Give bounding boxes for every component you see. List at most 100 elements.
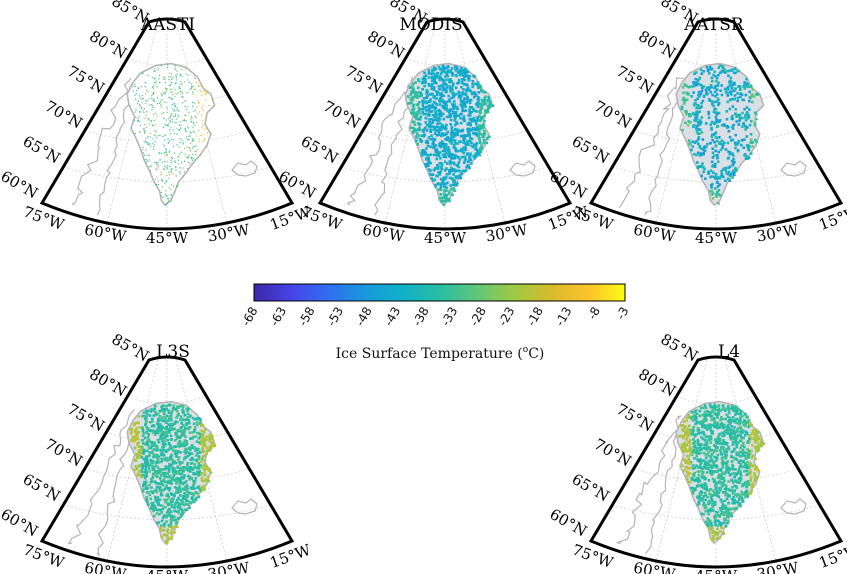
temperature-pixel bbox=[734, 484, 737, 488]
temperature-pixel bbox=[476, 81, 480, 84]
temperature-pixel bbox=[144, 465, 148, 469]
temperature-pixel bbox=[415, 139, 418, 143]
temperature-pixel bbox=[446, 181, 449, 185]
temperature-pixel bbox=[736, 434, 740, 438]
temperature-pixel bbox=[203, 471, 206, 474]
temperature-pixel bbox=[183, 492, 186, 495]
temperature-pixel bbox=[171, 78, 173, 80]
temperature-pixel bbox=[762, 442, 766, 446]
temperature-pixel bbox=[446, 136, 450, 139]
temperature-pixel bbox=[475, 155, 478, 158]
temperature-pixel bbox=[441, 124, 445, 128]
temperature-pixel bbox=[750, 464, 754, 468]
temperature-pixel bbox=[448, 176, 452, 180]
temperature-pixel bbox=[711, 408, 714, 412]
temperature-pixel bbox=[161, 180, 163, 182]
temperature-pixel bbox=[701, 86, 704, 89]
temperature-pixel bbox=[176, 122, 178, 124]
temperature-pixel bbox=[145, 99, 147, 102]
temperature-pixel bbox=[476, 118, 479, 121]
temperature-pixel bbox=[175, 437, 179, 440]
temperature-pixel bbox=[728, 494, 731, 498]
temperature-pixel bbox=[709, 456, 713, 459]
coastline bbox=[67, 409, 258, 558]
temperature-pixel bbox=[422, 106, 426, 110]
temperature-pixel bbox=[145, 419, 148, 422]
temperature-pixel bbox=[431, 70, 434, 74]
temperature-pixel bbox=[200, 485, 203, 489]
temperature-pixel bbox=[731, 501, 735, 505]
temperature-pixel bbox=[722, 175, 725, 179]
temperature-pixel bbox=[435, 129, 439, 132]
temperature-pixel bbox=[200, 134, 202, 136]
temperature-pixel bbox=[194, 132, 196, 134]
temperature-pixel bbox=[208, 104, 210, 106]
temperature-pixel bbox=[145, 458, 149, 461]
temperature-pixel bbox=[745, 126, 748, 130]
temperature-pixel bbox=[164, 81, 167, 83]
temperature-pixel bbox=[174, 449, 178, 453]
temperature-pixel bbox=[192, 147, 194, 149]
temperature-pixel bbox=[717, 150, 721, 154]
temperature-pixel bbox=[436, 174, 439, 178]
temperature-pixel bbox=[430, 110, 434, 113]
temperature-pixel bbox=[721, 146, 724, 150]
temperature-pixel bbox=[732, 472, 736, 475]
temperature-pixel bbox=[731, 125, 734, 129]
temperature-pixel bbox=[475, 102, 479, 105]
temperature-pixel bbox=[177, 442, 180, 445]
temperature-pixel bbox=[448, 172, 451, 176]
temperature-pixel bbox=[167, 416, 171, 420]
temperature-pixel bbox=[159, 100, 162, 102]
temperature-pixel bbox=[150, 417, 154, 421]
temperature-pixel bbox=[182, 494, 185, 498]
temperature-pixel bbox=[741, 498, 744, 501]
temperature-pixel bbox=[445, 167, 448, 170]
temperature-pixel bbox=[483, 103, 486, 106]
temperature-pixel bbox=[177, 477, 181, 480]
temperature-pixel bbox=[725, 413, 728, 417]
temperature-pixel bbox=[714, 136, 717, 139]
temperature-pixel bbox=[168, 431, 171, 434]
temperature-pixel bbox=[449, 115, 452, 118]
temperature-pixel bbox=[690, 476, 694, 480]
temperature-pixel bbox=[725, 468, 728, 471]
temperature-pixel bbox=[187, 125, 189, 128]
temperature-pixel bbox=[725, 448, 728, 451]
latitude-label: 70°N bbox=[591, 435, 634, 470]
temperature-pixel bbox=[715, 489, 719, 492]
temperature-pixel bbox=[466, 164, 470, 167]
temperature-pixel bbox=[710, 135, 714, 138]
temperature-pixel bbox=[157, 499, 160, 502]
temperature-pixel bbox=[443, 144, 446, 147]
temperature-pixel bbox=[710, 454, 713, 458]
temperature-pixel bbox=[462, 83, 466, 86]
temperature-pixel bbox=[149, 461, 153, 464]
temperature-pixel bbox=[482, 101, 486, 104]
temperature-pixel bbox=[691, 441, 695, 445]
temperature-pixel bbox=[182, 141, 184, 143]
temperature-pixel bbox=[686, 477, 689, 481]
temperature-pixel bbox=[193, 487, 196, 490]
temperature-pixel bbox=[159, 470, 163, 473]
temperature-pixel bbox=[189, 135, 191, 137]
colorbar-tick-label: -8 bbox=[585, 305, 603, 322]
temperature-pixel bbox=[445, 173, 449, 176]
temperature-pixel bbox=[185, 99, 187, 102]
temperature-pixel bbox=[178, 86, 180, 88]
temperature-pixel bbox=[716, 439, 719, 443]
temperature-pixel bbox=[726, 94, 729, 97]
temperature-pixel bbox=[454, 147, 457, 150]
temperature-pixel bbox=[204, 139, 206, 141]
temperature-pixel bbox=[684, 433, 687, 436]
temperature-pixel bbox=[732, 170, 736, 174]
temperature-pixel bbox=[711, 494, 715, 497]
temperature-pixel bbox=[477, 126, 481, 129]
temperature-pixel bbox=[753, 473, 756, 477]
temperature-pixel bbox=[161, 178, 163, 180]
temperature-pixel bbox=[149, 143, 151, 145]
temperature-pixel bbox=[748, 483, 751, 487]
temperature-pixel bbox=[720, 475, 723, 479]
temperature-pixel bbox=[693, 471, 696, 475]
temperature-pixel bbox=[707, 512, 710, 516]
